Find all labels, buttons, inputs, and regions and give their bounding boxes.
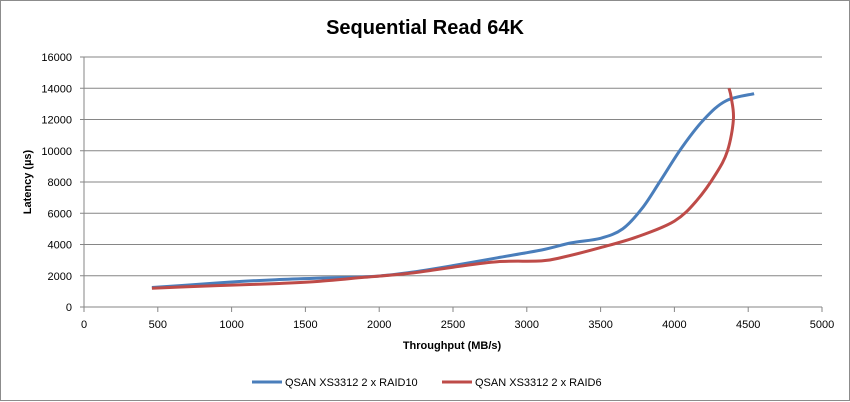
x-tick-label: 2500 [441, 319, 465, 331]
x-tick-label: 5000 [810, 319, 834, 331]
legend: QSAN XS3312 2 x RAID10 QSAN XS3312 2 x R… [252, 377, 602, 389]
y-tick-labels: 0 2000 4000 6000 8000 10000 12000 14000 16000 [41, 52, 72, 314]
x-tick-label: 3500 [588, 319, 612, 331]
y-tick-label: 4000 [48, 240, 72, 252]
y-axis-label: Latency (µs) [22, 149, 34, 214]
chart-title: Sequential Read 64K [326, 17, 524, 39]
y-tick-label: 10000 [41, 146, 72, 158]
y-tick-label: 8000 [48, 177, 72, 189]
x-tick-label: 500 [149, 319, 167, 331]
legend-label-raid6: QSAN XS3312 2 x RAID6 [475, 377, 602, 389]
y-tick-label: 16000 [41, 52, 72, 64]
x-tick-label: 2000 [367, 319, 391, 331]
x-tick-label: 4000 [662, 319, 686, 331]
x-tick-label: 3000 [515, 319, 539, 331]
series-line-0 [151, 92, 755, 289]
x-tick-label: 1500 [293, 319, 317, 331]
x-tick-label: 4500 [736, 319, 760, 331]
y-tick-label: 12000 [41, 115, 72, 127]
gridlines [84, 56, 822, 277]
series-lines [151, 87, 755, 290]
y-tick-label: 2000 [48, 271, 72, 283]
y-tick-label: 14000 [41, 83, 72, 95]
x-tick-label: 0 [81, 319, 87, 331]
y-tick-label: 0 [66, 302, 72, 314]
x-tick-label: 1000 [219, 319, 243, 331]
x-tick-labels: 0 500 1000 1500 2000 2500 3000 3500 4000 4500 5000 [81, 319, 834, 331]
series-line-1 [151, 87, 736, 290]
x-axis-label: Throughput (MB/s) [403, 340, 502, 352]
legend-label-raid10: QSAN XS3312 2 x RAID10 [285, 377, 418, 389]
y-tick-label: 6000 [48, 208, 72, 220]
axes [80, 56, 823, 312]
